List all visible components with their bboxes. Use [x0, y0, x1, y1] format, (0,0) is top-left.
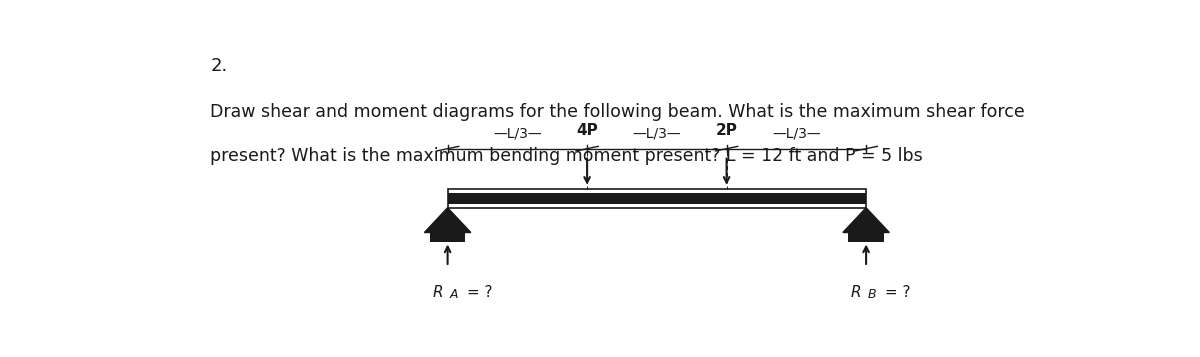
- Polygon shape: [425, 208, 470, 232]
- Text: A: A: [450, 288, 458, 301]
- Text: —L/3—: —L/3—: [493, 126, 541, 140]
- Bar: [848, 232, 883, 242]
- Text: = ?: = ?: [880, 285, 911, 300]
- Polygon shape: [842, 208, 889, 232]
- Text: B: B: [868, 288, 876, 301]
- Text: R: R: [851, 285, 862, 300]
- Text: 2.: 2.: [210, 56, 228, 75]
- Text: —L/3—: —L/3—: [632, 126, 682, 140]
- Text: 2P: 2P: [715, 123, 738, 138]
- Text: 4P: 4P: [576, 123, 598, 138]
- Text: present? What is the maximum bending moment present? L = 12 ft and P = 5 lbs: present? What is the maximum bending mom…: [210, 147, 923, 165]
- Text: = ?: = ?: [462, 285, 492, 300]
- Bar: [448, 188, 866, 208]
- Text: Draw shear and moment diagrams for the following beam. What is the maximum shear: Draw shear and moment diagrams for the f…: [210, 103, 1025, 121]
- Text: R: R: [432, 285, 443, 300]
- Bar: [430, 232, 466, 242]
- Text: —L/3—: —L/3—: [772, 126, 821, 140]
- Bar: [448, 193, 866, 203]
